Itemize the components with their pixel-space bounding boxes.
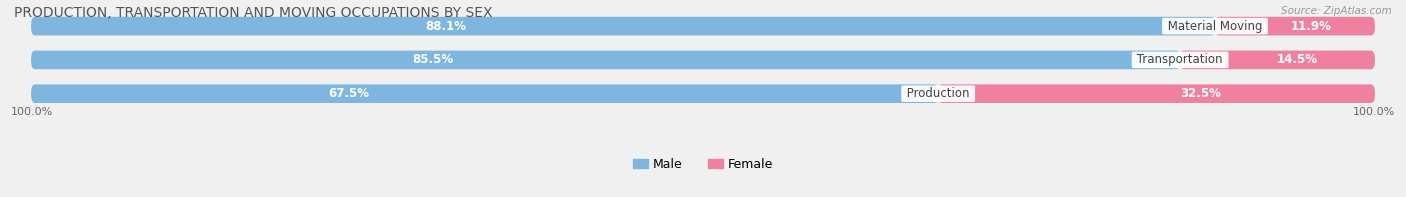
FancyBboxPatch shape bbox=[31, 51, 1375, 69]
Text: 11.9%: 11.9% bbox=[1291, 20, 1331, 33]
Text: 100.0%: 100.0% bbox=[11, 107, 53, 117]
Text: Source: ZipAtlas.com: Source: ZipAtlas.com bbox=[1281, 6, 1392, 16]
FancyBboxPatch shape bbox=[31, 17, 1375, 35]
FancyBboxPatch shape bbox=[31, 84, 1375, 103]
FancyBboxPatch shape bbox=[31, 84, 938, 103]
Text: 14.5%: 14.5% bbox=[1277, 53, 1317, 66]
Text: Transportation: Transportation bbox=[1133, 53, 1226, 66]
Text: Material Moving: Material Moving bbox=[1164, 20, 1267, 33]
Legend: Male, Female: Male, Female bbox=[633, 158, 773, 171]
Text: 100.0%: 100.0% bbox=[1353, 107, 1395, 117]
FancyBboxPatch shape bbox=[31, 17, 1215, 35]
FancyBboxPatch shape bbox=[1215, 17, 1375, 35]
FancyBboxPatch shape bbox=[1180, 51, 1375, 69]
FancyBboxPatch shape bbox=[938, 84, 1375, 103]
Text: 32.5%: 32.5% bbox=[1180, 87, 1220, 100]
Text: PRODUCTION, TRANSPORTATION AND MOVING OCCUPATIONS BY SEX: PRODUCTION, TRANSPORTATION AND MOVING OC… bbox=[14, 6, 492, 20]
FancyBboxPatch shape bbox=[31, 51, 1180, 69]
Text: 88.1%: 88.1% bbox=[425, 20, 465, 33]
Text: 85.5%: 85.5% bbox=[412, 53, 454, 66]
Text: 67.5%: 67.5% bbox=[328, 87, 368, 100]
Text: Production: Production bbox=[903, 87, 973, 100]
